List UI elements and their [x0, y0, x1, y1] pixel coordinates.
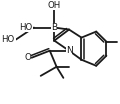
Text: OH: OH — [48, 1, 61, 10]
Text: HO: HO — [1, 35, 15, 44]
Text: HO: HO — [3, 35, 16, 44]
Text: N: N — [66, 46, 72, 55]
Text: B: B — [51, 23, 57, 32]
Text: HO: HO — [20, 23, 33, 32]
Text: O: O — [24, 53, 31, 62]
